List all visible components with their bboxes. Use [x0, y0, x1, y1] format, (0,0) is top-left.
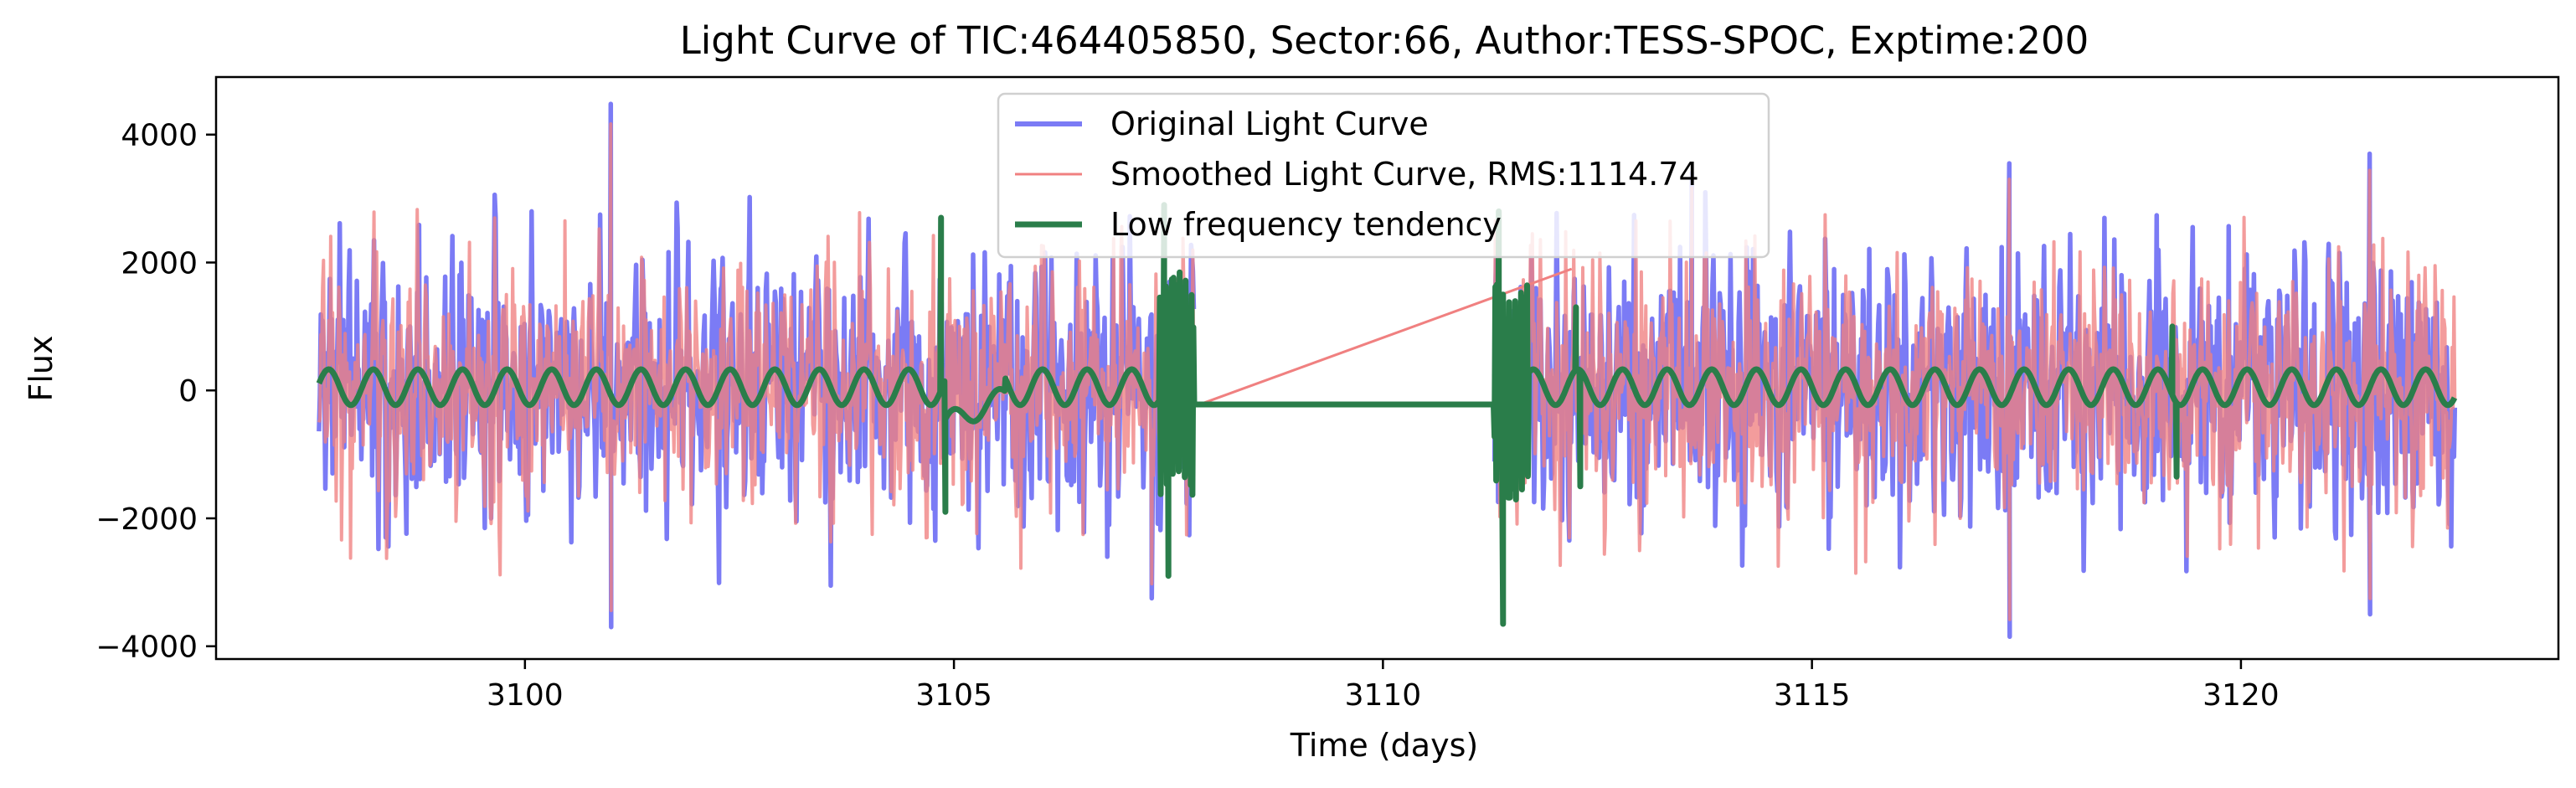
- y-axis-title: Flux: [23, 336, 59, 402]
- legend: Original Light Curve Smoothed Light Curv…: [997, 92, 1770, 259]
- y-tick-label: 4000: [121, 119, 198, 153]
- series-layer: [316, 101, 2458, 640]
- x-tick-label: 3100: [487, 678, 564, 713]
- y-tick-label: 2000: [121, 246, 198, 281]
- chart-title: Light Curve of TIC:464405850, Sector:66,…: [680, 18, 2089, 63]
- x-axis: 3100 3105 3110 3115 3120: [487, 659, 2280, 713]
- legend-label-original: Original Light Curve: [1110, 106, 1429, 142]
- y-axis: −4000 −2000 0 2000 4000: [95, 119, 216, 665]
- x-tick-label: 3120: [2202, 678, 2280, 713]
- legend-box: [997, 92, 1770, 259]
- x-axis-title: Time (days): [1290, 727, 1478, 764]
- smoothed-light-curve-segment: [1492, 168, 2457, 621]
- low-frequency-tendency-line: [316, 202, 2458, 627]
- x-tick-label: 3110: [1345, 678, 1422, 713]
- y-tick-label: −2000: [95, 502, 198, 537]
- x-tick-label: 3105: [915, 678, 992, 713]
- y-tick-label: −4000: [95, 631, 198, 665]
- y-tick-label: 0: [178, 374, 198, 409]
- plot-frame: [214, 75, 2560, 661]
- legend-label-tendency: Low frequency tendency: [1110, 206, 1502, 243]
- legend-label-smoothed: Smoothed Light Curve, RMS:1114.74: [1110, 156, 1699, 193]
- x-tick-label: 3115: [1774, 678, 1851, 713]
- smoothed-light-curve-segment: [317, 122, 1196, 612]
- smoothed-gap-connector: [1193, 267, 1573, 408]
